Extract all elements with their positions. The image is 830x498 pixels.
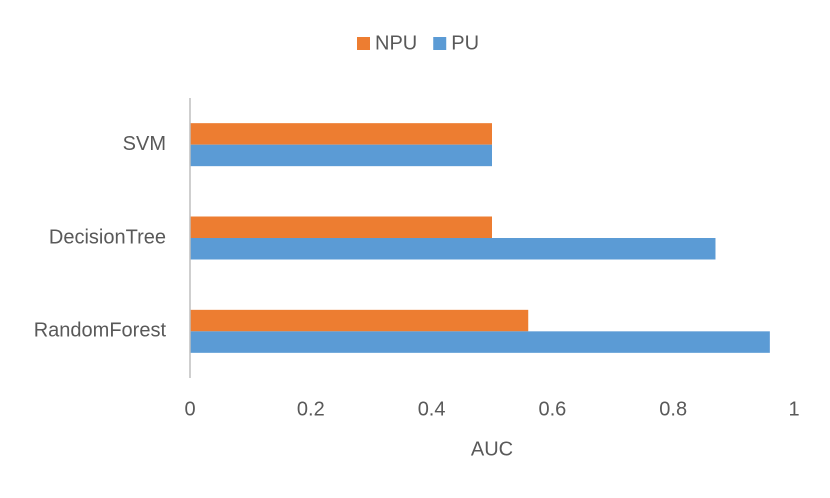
x-tick-label: 0.8 [659,398,687,420]
bar [190,309,529,332]
legend-label: NPU [375,32,417,54]
bar [190,331,770,353]
x-axis-label: AUC [471,438,513,460]
legend-swatch [357,37,370,50]
x-tick-label: 0.2 [297,398,325,420]
y-tick-label: RandomForest [34,320,167,342]
legend-swatch [433,37,447,50]
y-tick-label: DecisionTree [49,226,166,248]
x-tick-label: 0.4 [418,398,446,420]
bar [190,238,716,260]
bar [190,123,492,145]
y-tick-label: SVM [123,133,166,155]
legend-label: PU [451,32,479,54]
bar [190,216,492,238]
x-tick-label: 0 [184,398,195,420]
x-tick-label: 0.6 [538,398,566,420]
x-tick-label: 1 [788,398,799,420]
bar [190,144,492,167]
